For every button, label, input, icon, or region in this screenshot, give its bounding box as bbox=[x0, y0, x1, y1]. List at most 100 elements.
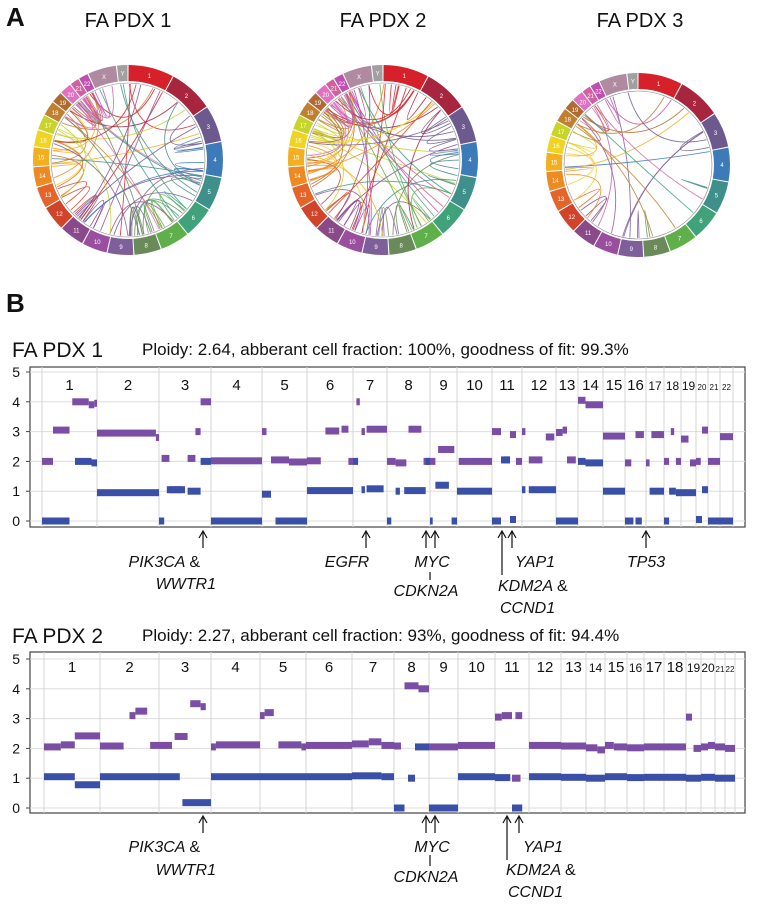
gene-label-pik3ca: PIK3CA & bbox=[129, 839, 201, 856]
segment-total bbox=[200, 703, 206, 711]
circos-chr-label: Y bbox=[121, 72, 125, 78]
segment-minor bbox=[435, 481, 449, 489]
chromosome-label: 14 bbox=[589, 661, 603, 675]
circos-band-chrX bbox=[88, 65, 118, 89]
circos-band-chr11 bbox=[317, 216, 345, 244]
segment-minor bbox=[352, 772, 382, 780]
chromosome-label: 4 bbox=[231, 659, 239, 676]
circos-band-chr22 bbox=[590, 81, 606, 100]
circos-band-chr7 bbox=[156, 221, 188, 249]
segment-total bbox=[97, 429, 156, 437]
chromosome-label: 17 bbox=[646, 659, 663, 676]
segment-total bbox=[271, 456, 289, 464]
chromosome-label: 18 bbox=[666, 379, 680, 393]
circos-chr-label: 4 bbox=[213, 158, 217, 164]
circos-band-chr16 bbox=[289, 130, 309, 149]
segment-minor bbox=[625, 517, 634, 525]
y-tick-label: 0 bbox=[12, 513, 20, 529]
circos-chr-label: 2 bbox=[185, 94, 189, 100]
circos-chord bbox=[51, 158, 203, 177]
circos-chord bbox=[421, 109, 450, 135]
y-tick-label: 1 bbox=[12, 483, 20, 499]
circos-band-chr13 bbox=[292, 183, 315, 208]
circos-chord bbox=[128, 167, 204, 237]
segment-minor bbox=[669, 487, 676, 495]
segment-total bbox=[702, 426, 708, 434]
circos-title-3: FA PDX 3 bbox=[597, 10, 684, 32]
segment-total bbox=[394, 742, 401, 750]
y-tick-label: 3 bbox=[12, 711, 20, 727]
segment-total bbox=[693, 744, 701, 752]
circos-chord bbox=[307, 147, 365, 234]
circos-chord bbox=[76, 126, 197, 217]
chromosome-label: 6 bbox=[325, 659, 333, 676]
chromosome-label: 20 bbox=[698, 383, 707, 392]
y-tick-label: 2 bbox=[12, 740, 20, 756]
circos-chr-label: 1 bbox=[657, 82, 661, 88]
chromosome-label: 13 bbox=[565, 659, 582, 676]
circos-chr-label: 21 bbox=[76, 87, 83, 93]
segment-minor bbox=[275, 517, 307, 525]
segment-minor bbox=[702, 486, 708, 494]
segment-total bbox=[200, 398, 211, 406]
circos-chord bbox=[143, 203, 165, 234]
circos-chr-label: 6 bbox=[699, 219, 703, 225]
segment-total bbox=[42, 457, 53, 465]
circos-chord bbox=[307, 91, 356, 165]
segment-minor bbox=[664, 517, 670, 525]
circos-chord bbox=[56, 128, 85, 143]
circos-chr-label: 11 bbox=[328, 229, 335, 235]
circos-band-chr10 bbox=[338, 229, 366, 253]
chromosome-label: 21 bbox=[716, 665, 725, 674]
segment-total bbox=[135, 707, 148, 715]
segment-total bbox=[578, 396, 586, 404]
circos-inner-ring bbox=[50, 82, 206, 238]
circos-chord bbox=[315, 189, 370, 235]
segment-total bbox=[307, 457, 321, 465]
segment-total bbox=[613, 743, 627, 751]
circos-chr-label: 18 bbox=[564, 118, 571, 124]
circos-chord bbox=[337, 200, 361, 231]
circos-chr-label: 18 bbox=[307, 111, 314, 117]
circos-band-chr16 bbox=[34, 130, 54, 149]
plot-frame bbox=[29, 651, 746, 814]
segment-minor bbox=[159, 517, 165, 525]
circos-chord bbox=[580, 196, 607, 223]
circos-chord bbox=[627, 92, 707, 143]
circos-chord bbox=[318, 113, 345, 134]
segment-minor bbox=[696, 516, 702, 524]
gene-label-cdkn2a: CDKN2A bbox=[394, 583, 459, 600]
gene-annotations-pdx1 bbox=[198, 529, 651, 580]
gene-label-egfr: EGFR bbox=[325, 554, 370, 571]
circos-chord bbox=[65, 103, 94, 130]
circos-chr-label: 16 bbox=[295, 138, 302, 144]
circos-chord bbox=[119, 84, 131, 236]
circos-chr-label: 8 bbox=[654, 246, 658, 252]
y-tick-label: 3 bbox=[12, 424, 20, 440]
segment-minor bbox=[260, 773, 306, 781]
cn-subtitle-1: Ploidy: 2.64, abberant cell fraction: 10… bbox=[142, 340, 629, 359]
segment-total bbox=[395, 459, 407, 467]
chromosome-label: 7 bbox=[369, 659, 377, 676]
circos-band-chr9 bbox=[362, 237, 389, 255]
chromosome-label: 3 bbox=[181, 377, 189, 394]
circos-chord bbox=[429, 151, 459, 170]
gene-label-yap1: YAP1 bbox=[515, 554, 555, 571]
segment-total bbox=[562, 426, 567, 434]
chromosome-label: 12 bbox=[531, 377, 548, 394]
segment-total bbox=[88, 401, 95, 409]
circos-chord bbox=[604, 97, 620, 124]
gene-label-wwtr1: WWTR1 bbox=[156, 576, 216, 593]
segment-minor bbox=[458, 773, 495, 781]
circos-band-chr16 bbox=[546, 136, 566, 154]
circos-chord bbox=[54, 84, 137, 143]
circos-chord bbox=[174, 146, 204, 154]
segment-total bbox=[211, 743, 216, 751]
circos-band-chr17 bbox=[38, 115, 59, 135]
circos-chord bbox=[99, 89, 178, 219]
circos-chord bbox=[612, 96, 631, 238]
segment-total bbox=[264, 709, 274, 717]
segment-total bbox=[690, 459, 696, 467]
gene-label-tp53: TP53 bbox=[627, 554, 665, 571]
